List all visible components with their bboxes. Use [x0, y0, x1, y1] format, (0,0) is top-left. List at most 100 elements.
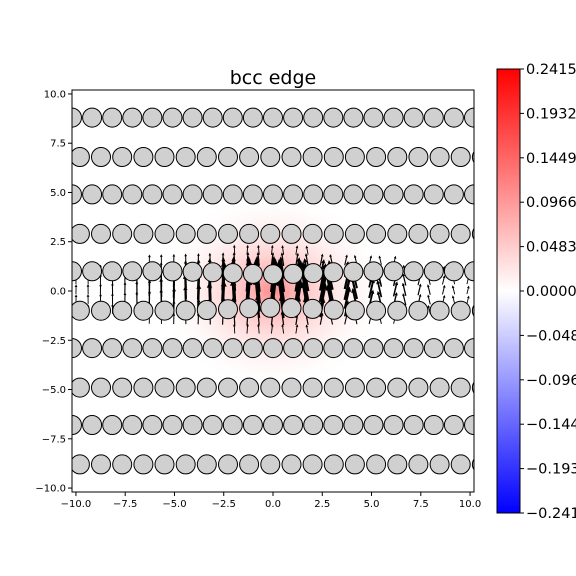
atom — [239, 223, 260, 244]
atom — [429, 454, 450, 475]
atom — [82, 261, 103, 282]
displacement-arrow — [86, 284, 90, 295]
atom — [260, 297, 281, 318]
atom — [323, 107, 344, 128]
atom — [175, 454, 196, 475]
atom — [102, 107, 123, 128]
displacement-arrow — [466, 285, 470, 295]
atom — [408, 377, 429, 398]
atom — [72, 147, 90, 167]
atom — [142, 184, 163, 205]
atom — [443, 261, 464, 282]
displacement-arrow — [442, 275, 446, 285]
atom — [443, 184, 464, 205]
atom — [387, 377, 408, 398]
atom — [72, 184, 82, 205]
atom — [303, 184, 324, 205]
atom — [196, 377, 217, 398]
atom — [283, 338, 304, 359]
atom — [72, 454, 90, 475]
colorbar-tick-label: 0.0483 — [526, 240, 576, 256]
atom — [366, 454, 387, 475]
displacement-arrow — [378, 255, 382, 265]
y-tick-label: −5.0 — [42, 385, 66, 396]
atom — [263, 338, 283, 359]
x-tick-label: 2.5 — [314, 499, 330, 510]
displacement-arrow — [466, 295, 470, 304]
x-tick-label: −5.0 — [162, 499, 186, 510]
displacement-arrow — [99, 283, 102, 295]
displacement-arrow — [305, 245, 309, 255]
y-tick-label: 5.0 — [50, 188, 66, 199]
atom — [263, 415, 283, 435]
y-tick-label: −10.0 — [35, 484, 66, 495]
atom — [387, 300, 408, 321]
atom — [260, 377, 281, 398]
atom — [423, 261, 444, 282]
x-tick-label: −2.5 — [212, 499, 236, 510]
atom — [429, 223, 450, 244]
atom — [343, 338, 364, 359]
atom — [403, 415, 424, 435]
atom — [383, 338, 404, 359]
atom — [196, 454, 217, 475]
displacement-arrow — [74, 284, 78, 295]
atom — [363, 415, 384, 435]
atom — [102, 184, 123, 205]
atom — [142, 261, 163, 282]
displacement-arrow — [246, 244, 249, 255]
atom — [182, 415, 203, 435]
atom — [387, 454, 408, 475]
displacement-arrow — [281, 245, 285, 255]
displacement-arrow — [184, 253, 187, 266]
atom — [102, 261, 123, 282]
atom — [112, 377, 133, 398]
atom — [366, 147, 387, 167]
atom — [302, 147, 323, 167]
atom — [383, 261, 404, 282]
atom — [122, 261, 143, 282]
atom — [363, 338, 384, 359]
atom — [423, 338, 444, 359]
atom — [133, 223, 154, 244]
atom — [366, 223, 387, 244]
atom — [122, 338, 143, 359]
colorbar-tick-label: −0.0483 — [526, 328, 576, 344]
displacement-arrow — [305, 324, 309, 334]
atom — [471, 381, 474, 394]
atom — [383, 107, 404, 128]
atom — [72, 223, 90, 244]
y-tick-label: −7.5 — [42, 434, 66, 445]
atom — [222, 184, 243, 205]
atom — [162, 107, 183, 128]
atom — [242, 415, 263, 435]
atom — [323, 223, 344, 244]
atom — [450, 300, 471, 321]
atom — [175, 147, 196, 167]
atom — [443, 338, 464, 359]
atom — [464, 338, 474, 359]
x-tick-label: −7.5 — [113, 499, 137, 510]
atom — [302, 223, 323, 244]
atom — [471, 458, 474, 471]
displacement-arrow — [319, 253, 324, 266]
displacement-arrow — [281, 324, 285, 334]
atom — [142, 338, 163, 359]
displacement-arrow — [280, 252, 285, 266]
atom — [72, 415, 82, 435]
colorbar-tick-label: −0.1932 — [526, 462, 576, 478]
atom — [82, 338, 103, 359]
displacement-arrow — [427, 294, 431, 305]
atom — [343, 415, 364, 435]
atom — [408, 147, 429, 167]
displacement-arrow — [233, 323, 236, 334]
atom — [154, 377, 175, 398]
colorbar-tick-label: 0.1449 — [526, 151, 576, 167]
atom — [162, 184, 183, 205]
atom — [443, 107, 464, 128]
atom — [450, 454, 471, 475]
atom — [260, 223, 281, 244]
colorbar-ticks: 0.2415 0.1932 0.1449 0.0966 0.0483 0.0000 −0.0… — [520, 62, 576, 522]
displacement-arrow — [159, 254, 163, 265]
colorbar-tick-label: 0.0966 — [526, 195, 576, 211]
